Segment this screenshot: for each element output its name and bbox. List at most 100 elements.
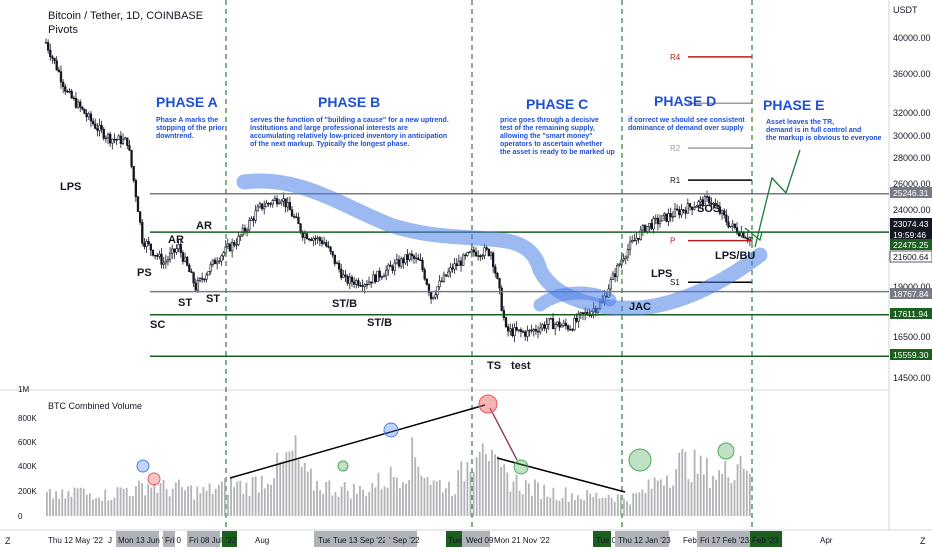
volume-bar <box>484 453 487 516</box>
volume-bar <box>417 466 420 516</box>
candle-body <box>626 249 630 258</box>
candle-body <box>678 209 681 216</box>
pivot-label: R4 <box>670 53 681 62</box>
pivot-label: P <box>670 237 675 246</box>
candle-body <box>539 327 542 333</box>
volume-bars-group <box>46 435 751 516</box>
candle-body <box>181 252 185 262</box>
candle-body <box>228 243 232 252</box>
candle-body <box>404 254 407 264</box>
candle-body <box>646 225 649 232</box>
volume-bar <box>712 475 714 516</box>
volume-bar <box>684 451 687 516</box>
volume-bar <box>463 481 466 516</box>
volume-bar <box>131 495 134 516</box>
candle-body <box>258 203 262 208</box>
candle-body <box>357 280 360 286</box>
volume-bar <box>263 488 266 516</box>
phase-description: serves the function of "building a cause… <box>250 117 449 124</box>
candle-body <box>355 280 358 285</box>
price-tick-label: 40000.00 <box>893 33 931 43</box>
volume-bar <box>73 487 76 516</box>
candle-body <box>278 202 281 205</box>
candle-body <box>380 276 384 278</box>
volume-bar <box>187 486 189 516</box>
candle-body <box>474 251 478 257</box>
volume-bar <box>512 481 515 516</box>
time-axis-range-badge <box>697 531 751 547</box>
candle-body <box>524 331 527 337</box>
candle-body <box>468 251 471 254</box>
phase-description: if correct we should see consistent <box>628 117 745 124</box>
candle-body <box>310 238 313 241</box>
volume-bar <box>171 488 174 516</box>
volume-bar <box>297 459 300 516</box>
candle-body <box>295 216 298 218</box>
volume-bar <box>236 481 239 516</box>
volume-bar <box>254 476 257 516</box>
candle-body <box>648 223 651 227</box>
candle-body <box>141 221 144 244</box>
candle-body <box>444 274 448 277</box>
candle-body <box>102 128 105 139</box>
candle-body <box>130 149 133 167</box>
candle-body <box>466 252 469 256</box>
volume-bar <box>583 500 585 516</box>
volume-bar <box>666 475 668 516</box>
candle-body <box>686 203 689 214</box>
volume-bar <box>279 461 282 516</box>
candle-body <box>297 217 300 225</box>
candle-body <box>363 284 366 287</box>
candle-body <box>389 264 392 267</box>
volume-bar <box>128 496 131 516</box>
time-axis-range-badge <box>163 531 175 547</box>
volume-bar <box>727 477 730 516</box>
volume-bar <box>500 466 503 516</box>
candle-body <box>477 255 480 257</box>
time-tick-label: Fri 0 <box>165 536 182 545</box>
volume-bar <box>55 491 58 516</box>
candle-body <box>631 239 634 243</box>
candle-body <box>483 247 486 256</box>
phase-description: allowing the "smart money" <box>500 133 593 140</box>
candle-body <box>68 90 71 93</box>
candle-body <box>688 203 692 208</box>
volume-bar <box>709 487 711 516</box>
volume-bar <box>623 498 625 516</box>
volume-bar <box>527 483 530 516</box>
volume-bar <box>537 482 539 516</box>
volume-bar <box>742 468 745 516</box>
volume-bar <box>119 487 122 516</box>
candle-body <box>89 113 93 122</box>
candle-body <box>382 275 386 278</box>
volume-bar <box>285 452 288 516</box>
markup-projection-start <box>744 227 763 242</box>
candle-body <box>314 238 317 240</box>
candle-body <box>731 223 734 227</box>
candle-body <box>256 206 259 212</box>
candle-body <box>260 203 264 210</box>
candle-body <box>419 259 422 261</box>
volume-bar <box>374 487 377 516</box>
time-tick-label: J <box>108 536 112 545</box>
candle-body <box>205 274 208 280</box>
candle-body <box>218 260 221 263</box>
volume-bar <box>220 481 223 516</box>
candle-body <box>429 292 433 300</box>
candle-body <box>705 196 709 198</box>
candle-body <box>568 329 572 331</box>
wyckoff-label: ST/B <box>367 317 392 329</box>
candle-body <box>547 318 550 325</box>
candle-body <box>115 139 118 141</box>
price-axis-badge-text: 25246.31 <box>893 188 929 198</box>
volume-bar <box>601 497 604 516</box>
volume-tick-label: 400K <box>18 462 37 471</box>
volume-highlight-circle <box>513 459 529 475</box>
volume-bar <box>184 490 186 516</box>
pivot-label: S1 <box>670 278 680 287</box>
candle-body <box>498 278 501 289</box>
volume-bar <box>595 492 598 516</box>
candle-body <box>628 241 632 250</box>
price-axis-badge-text: 19:59:46 <box>893 230 926 240</box>
